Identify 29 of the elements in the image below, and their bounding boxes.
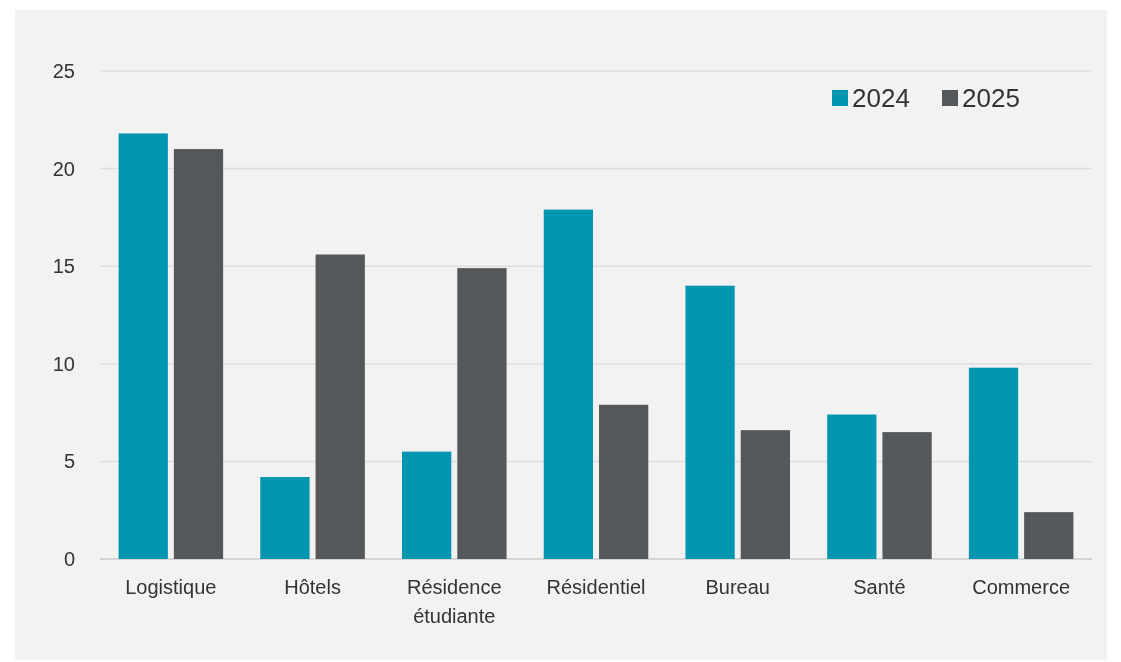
bar	[1024, 512, 1074, 559]
y-tick-label: 15	[52, 255, 75, 278]
x-tick-label: Bureau	[705, 576, 770, 598]
bar	[543, 209, 593, 559]
y-tick-label: 5	[63, 450, 75, 473]
y-tick-label: 20	[52, 157, 75, 180]
x-tick-label: Santé	[853, 576, 906, 598]
bar	[827, 414, 877, 559]
x-tick-label: Résidentiel	[546, 576, 646, 598]
bar	[968, 367, 1019, 559]
bar	[685, 285, 735, 559]
bar	[173, 149, 224, 559]
y-tick-label: 10	[52, 352, 75, 375]
x-tick-label: Résidence étudiante	[407, 576, 502, 627]
bar	[118, 133, 168, 559]
legend-label: 2025	[962, 83, 1020, 114]
x-tick-label: Logistique	[125, 576, 217, 598]
y-tick-label: 25	[52, 60, 75, 82]
y-tick-label: 0	[63, 548, 75, 570]
bar	[882, 432, 932, 559]
x-tick-label: Commerce	[972, 576, 1071, 598]
bar	[315, 254, 365, 559]
bar	[457, 268, 507, 559]
x-tick-label: Hôtels	[284, 576, 341, 598]
bar	[740, 430, 790, 559]
bar	[599, 404, 649, 559]
bar	[260, 477, 310, 559]
legend-label: 2024	[852, 83, 910, 114]
bar	[402, 451, 452, 559]
